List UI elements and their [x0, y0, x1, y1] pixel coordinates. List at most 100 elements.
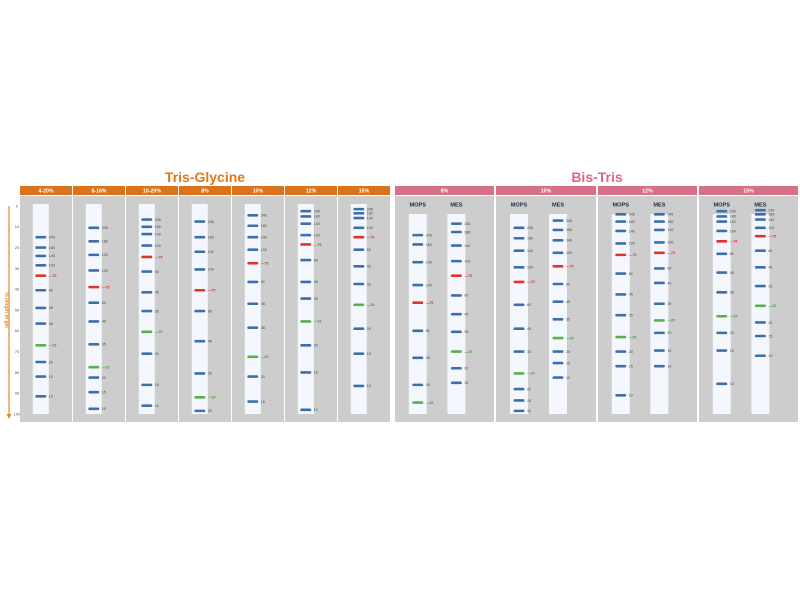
band-size-label: 15 [155, 383, 159, 387]
band-size-label: 45 [261, 302, 265, 306]
band-size-label: —75 [768, 234, 776, 238]
panel-header [126, 186, 178, 195]
band-size-label: 20 [566, 350, 570, 354]
ladder-band [450, 259, 462, 263]
band-size-label: 60 [464, 294, 468, 298]
ladder-band [194, 235, 206, 239]
ladder-band [141, 309, 153, 313]
band-size-label: —25 [527, 372, 535, 376]
band-size-label: 15 [261, 400, 265, 404]
band-size-label: 180 [261, 224, 267, 228]
band-size-label: —25 [261, 355, 269, 359]
band-size-label: —25 [49, 344, 57, 348]
band-size-label: 180 [527, 237, 533, 241]
ladder-band [754, 354, 766, 358]
ladder-band [552, 350, 564, 353]
ladder-band [35, 344, 47, 347]
band-size-label: 100 [102, 269, 108, 273]
band-size-label: 35 [155, 309, 159, 313]
group-title-bis-tris: Bis-Tris [571, 169, 623, 185]
band-size-label: 35 [667, 302, 671, 306]
band-size-label: —75 [49, 274, 57, 278]
panel-header-label: 15% [743, 189, 754, 195]
ladder-band [247, 326, 259, 329]
band-size-label: 35 [261, 326, 265, 330]
gel-lane [549, 214, 567, 414]
gel-panel: 10-20% 245 180 140 100 —75 60 45 35 —25 20 15 10 [126, 186, 178, 422]
gel-panel: 8% MOPS 245 180 140 100 —75 60 45 35 —25 MES 245 180 1… [395, 186, 494, 422]
band-size-label: 60 [566, 282, 570, 286]
ladder-band [716, 349, 728, 352]
band-size-label: 10 [566, 376, 570, 380]
band-size-label: 20 [527, 387, 531, 391]
band-size-label: 100 [730, 229, 736, 233]
ladder-band [450, 350, 462, 353]
lane-label-mes: MES [450, 203, 462, 209]
ladder-band [615, 293, 627, 296]
ladder-band [300, 215, 312, 218]
panel-header-label: 15% [359, 189, 370, 195]
panel-header-label: 4-20% [39, 189, 54, 195]
ladder-band [141, 404, 153, 407]
band-size-label: 100 [426, 283, 432, 287]
ladder-band [141, 218, 153, 221]
gel-lane [297, 204, 314, 414]
band-size-label: 245 [566, 219, 572, 223]
ladder-band [300, 258, 312, 262]
ladder-band [552, 361, 564, 365]
band-size-label: 20 [261, 375, 265, 379]
ladder-band [754, 304, 766, 308]
ladder-band [35, 322, 47, 325]
band-size-label: 10 [667, 364, 671, 368]
band-size-label: 100 [527, 266, 533, 270]
band-size-label: 180 [49, 246, 55, 250]
band-size-label: 60 [629, 272, 633, 276]
band-size-label: 15 [314, 371, 318, 375]
ladder-band [247, 400, 259, 403]
ladder-band [552, 265, 564, 268]
y-axis-arrow-icon [6, 414, 12, 419]
panel-header-label: 12% [306, 189, 317, 195]
gel-panel: 8% 245 180 140 100 —75 60 45 35 —25 20 [179, 186, 231, 422]
gel-panel: 10% MOPS 245 180 140 100 —75 60 45 35 —25 20 15 10 MES… [496, 186, 596, 422]
band-size-label: 245 [629, 213, 635, 217]
band-size-label: —25 [155, 330, 163, 334]
ladder-band [615, 242, 627, 245]
gel-lane [85, 204, 102, 414]
band-size-label: 10 [314, 408, 318, 412]
band-size-label: 245 [768, 208, 774, 212]
ladder-band [552, 336, 564, 340]
y-tick-label: 50 [15, 307, 20, 312]
band-size-label: —75 [367, 236, 375, 240]
band-size-label: 100 [566, 251, 572, 255]
ladder-band [653, 251, 665, 255]
band-size-label: 140 [49, 254, 55, 258]
ladder-band [552, 282, 564, 286]
band-size-label: 45 [155, 291, 159, 295]
ladder-band [615, 220, 627, 223]
ladder-band [653, 349, 665, 352]
band-size-label: 15 [667, 349, 671, 353]
ladder-band [716, 291, 728, 294]
y-axis-label: % length of gel [3, 292, 9, 328]
band-size-label: 180 [314, 215, 320, 219]
ladder-band [615, 350, 627, 353]
band-size-label: —25 [566, 336, 574, 340]
ladder-band [353, 207, 365, 211]
band-size-label: 180 [566, 228, 572, 232]
ladder-band [716, 215, 728, 218]
ladder-band [653, 319, 665, 322]
ladder-band [615, 272, 627, 275]
band-size-label: 15 [102, 390, 106, 394]
band-size-label: 45 [367, 265, 371, 269]
band-size-label: 45 [527, 327, 531, 331]
ladder-band [412, 243, 424, 246]
band-size-label: 35 [768, 284, 772, 288]
band-size-label: 20 [730, 331, 734, 335]
y-tick-label: 80 [15, 370, 20, 375]
band-size-label: 180 [208, 236, 214, 240]
band-size-label: 45 [314, 280, 318, 284]
band-size-label: 15 [566, 361, 570, 365]
